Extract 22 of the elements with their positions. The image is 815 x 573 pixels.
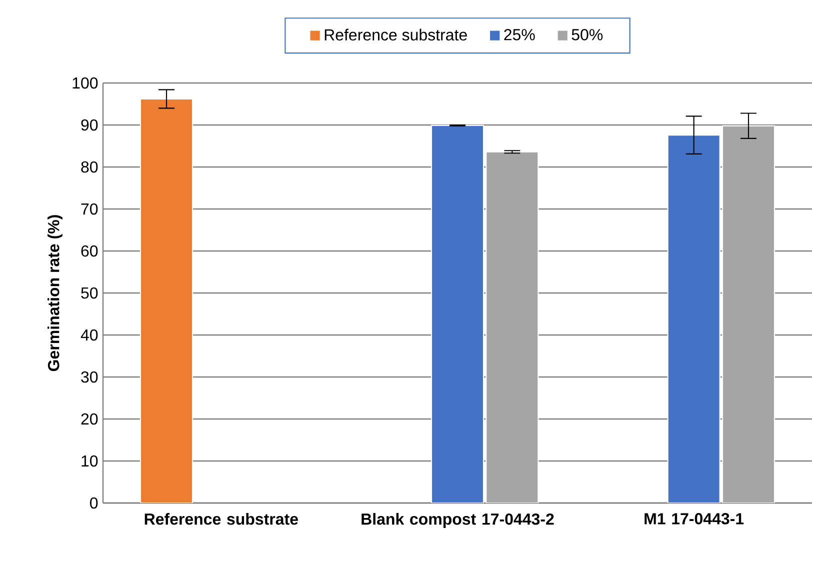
y-tick-label: 20 — [81, 413, 98, 425]
y-tick-label: 30 — [81, 371, 98, 383]
y-tick-label: 90 — [81, 119, 98, 131]
x-tick-label: Blank compost 17-0443-2 — [362, 513, 554, 528]
legend-label: Reference substrate — [324, 28, 467, 41]
bar — [722, 125, 776, 503]
y-tick-label: 80 — [81, 161, 98, 173]
y-tick-label: 0 — [90, 497, 98, 509]
y-tick-label: 10 — [82, 455, 98, 467]
bar — [430, 124, 484, 503]
y-tick-label: 100 — [72, 77, 98, 89]
y-tick-label: 50 — [81, 287, 98, 299]
x-tick-label: Reference substrate — [144, 513, 298, 525]
legend-label: 50% — [572, 29, 603, 40]
y-axis-title: Germination rate (%) — [48, 215, 62, 372]
y-tick-label: 70 — [81, 203, 98, 215]
bar — [486, 151, 539, 503]
y-tick-label: 60 — [81, 245, 98, 257]
bar — [667, 134, 720, 503]
y-tick-label: 40 — [80, 329, 98, 341]
x-tick-label: M1 17-0443-1 — [644, 513, 744, 524]
legend-label: 25% — [504, 29, 535, 40]
